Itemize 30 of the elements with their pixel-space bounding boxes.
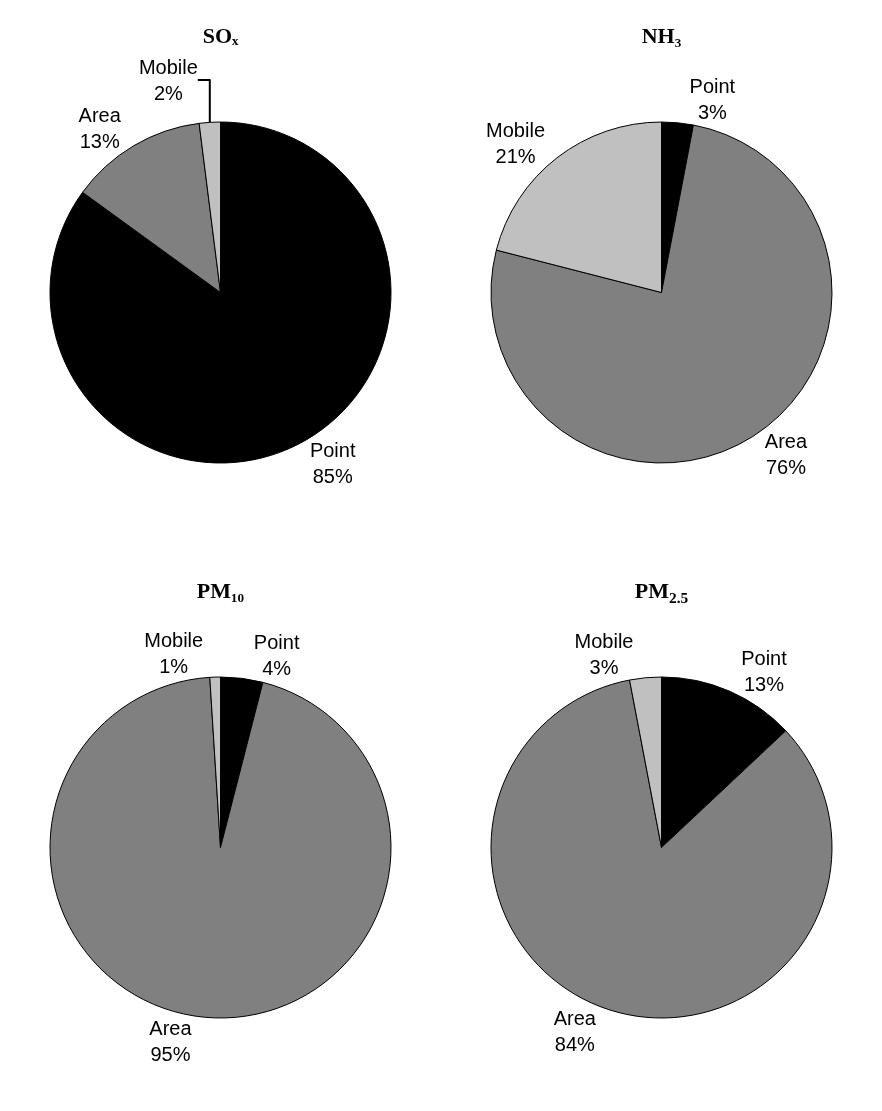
data-label: 76% (765, 455, 807, 478)
chart-title: SOₓ (202, 23, 240, 49)
slice-label: Point (309, 439, 356, 462)
slice-label: Area (78, 103, 122, 126)
chart-title: PM$_{2.5}$ (634, 578, 689, 606)
slice-label: Mobile (574, 629, 634, 652)
slice-label: Point (253, 630, 300, 653)
slice-label: Mobile (144, 629, 204, 652)
data-label: 84% (554, 1033, 596, 1056)
chart-title: PM₁₀ (196, 578, 245, 604)
data-label: 13% (79, 129, 120, 152)
slice-label: Area (553, 1007, 597, 1030)
data-label: 13% (743, 672, 785, 695)
data-label: 2% (153, 81, 183, 104)
data-label: 21% (495, 144, 536, 167)
data-label: 1% (159, 655, 189, 678)
data-label: 85% (312, 465, 353, 488)
slice-label: Area (149, 1017, 193, 1040)
slice-label: Point (689, 74, 736, 97)
data-label: 3% (589, 655, 619, 678)
pie-slice (49, 121, 392, 464)
slice-label: Point (741, 646, 788, 669)
pie-slice (49, 676, 392, 1019)
chart-title: NH₃ (641, 23, 682, 49)
slice-label: Mobile (486, 118, 545, 141)
data-label: 95% (150, 1043, 191, 1066)
data-label: 3% (697, 100, 728, 123)
slice-label: Mobile (138, 55, 198, 78)
data-label: 4% (262, 656, 292, 679)
slice-label: Area (764, 429, 808, 452)
